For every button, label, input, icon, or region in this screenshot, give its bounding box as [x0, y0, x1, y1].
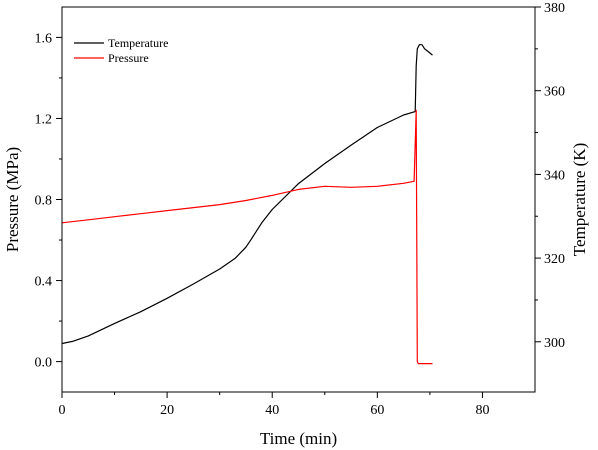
x-axis-title: Time (min) [260, 429, 337, 448]
y-left-tick-label: 0.8 [35, 194, 53, 209]
y-left-tick-label: 0.4 [35, 275, 53, 290]
axes: 0 20 40 60 80 0.0 0.4 0.8 1.2 1.6 300 320 340 360 380 T… [3, 1, 589, 448]
x-tick-label: 40 [265, 403, 279, 418]
y-left-tick-label: 0.0 [35, 356, 53, 371]
legend-label-temperature: Temperature [108, 36, 168, 50]
y-right-tick-label: 360 [544, 85, 565, 100]
x-tick-label: 80 [475, 403, 489, 418]
y-left-tick-label: 1.6 [35, 31, 53, 46]
x-tick-label: 0 [59, 403, 66, 418]
series-line-temperature [61, 44, 433, 345]
y-right-tick-label: 300 [544, 336, 565, 351]
x-tick-label: 60 [370, 403, 384, 418]
y-right-tick-label: 340 [544, 168, 565, 183]
y-left-tick-label: 1.2 [35, 112, 53, 127]
y-left-axis-title: Pressure (MPa) [3, 147, 22, 252]
plot-area [61, 44, 433, 365]
y-right-tick-label: 320 [544, 252, 565, 267]
x-tick-label: 20 [160, 403, 174, 418]
legend-label-pressure: Pressure [108, 51, 149, 65]
y-right-tick-label: 380 [544, 1, 565, 16]
y-right-axis-title: Temperature (K) [570, 143, 589, 257]
series-line-pressure [61, 109, 433, 365]
